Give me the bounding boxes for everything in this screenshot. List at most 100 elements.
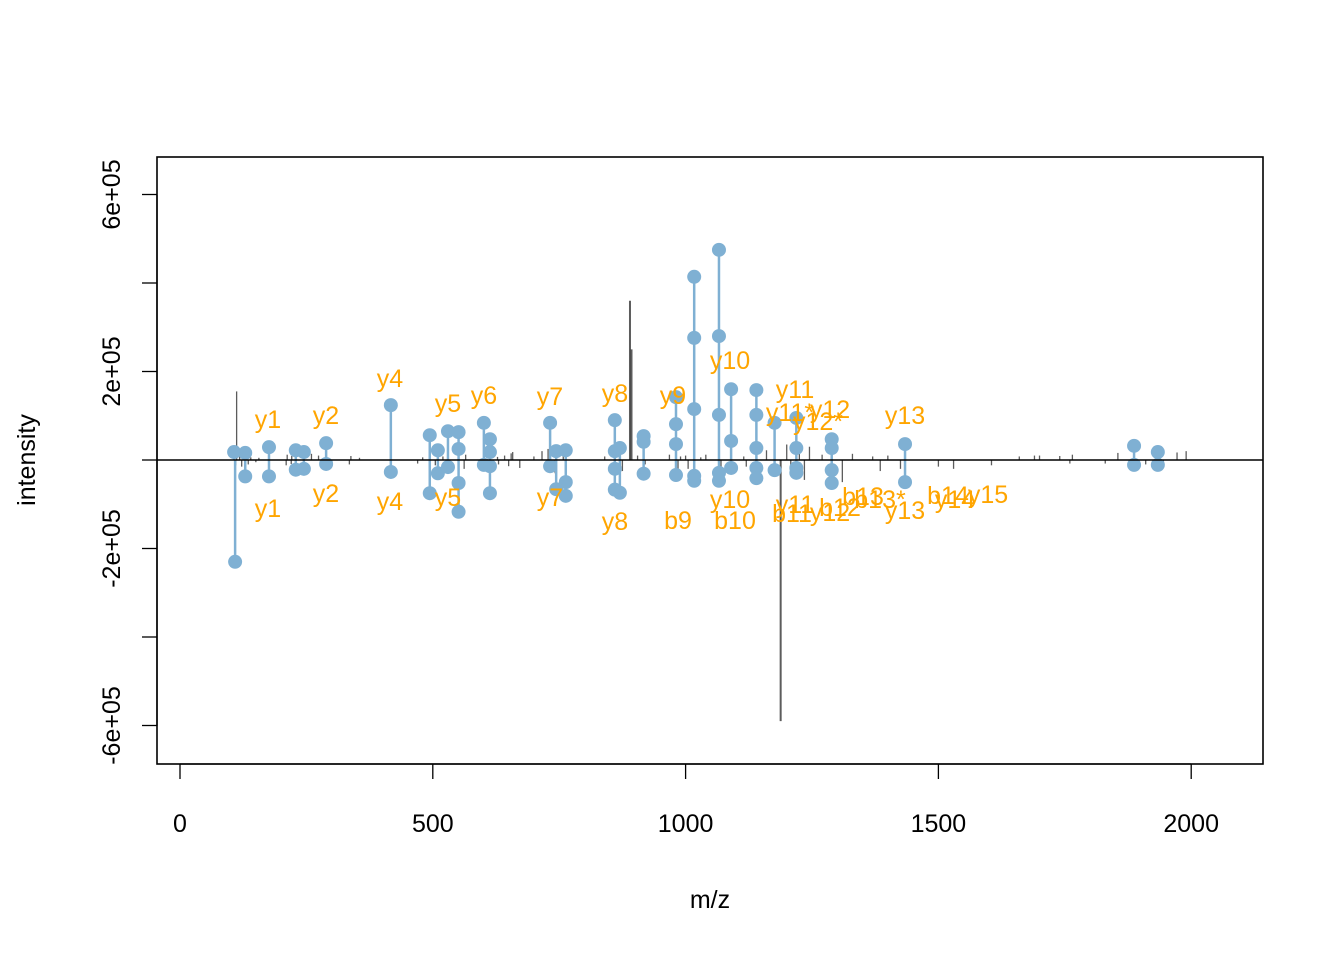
matched-peak-dot [228, 554, 243, 569]
matched-peak-dot [296, 461, 311, 476]
matched-peak-dot [687, 269, 702, 284]
matched-peak-dot [296, 445, 311, 460]
matched-peak-dot [724, 382, 739, 397]
matched-peak-dot [1127, 457, 1142, 472]
matched-peak-dot [749, 383, 764, 398]
matched-peak-dot [668, 468, 683, 483]
x-tick-label: 1000 [658, 810, 714, 838]
matched-peak-dot [543, 459, 558, 474]
matched-peak-dot [767, 463, 782, 478]
y-axis-label: intensity [13, 414, 41, 506]
fragment-ion-label: y12* [793, 408, 843, 436]
matched-peak-dot [422, 486, 437, 501]
fragment-ion-label: y8 [602, 508, 628, 536]
matched-peak-dot [482, 459, 497, 474]
matched-peak-dot [319, 436, 334, 451]
fragment-ion-label: y13 [885, 497, 925, 525]
fragment-ion-label: y8 [602, 380, 628, 408]
matched-peak-dot [261, 440, 276, 455]
fragment-ion-label: y5 [435, 390, 461, 418]
matched-peak-dot [668, 437, 683, 452]
matched-peak-dot [711, 242, 726, 257]
matched-peak-dot [711, 407, 726, 422]
matched-peak-dot [687, 473, 702, 488]
fragment-ion-label: b13 [842, 483, 884, 511]
matched-peak-dot [482, 486, 497, 501]
y-tick-label: 2e+05 [98, 336, 126, 406]
matched-peak-dot [430, 466, 445, 481]
matched-peak-dot [607, 413, 622, 428]
matched-peak-dot [558, 475, 573, 490]
matched-peak-dot [440, 460, 455, 475]
matched-peak-dot [430, 443, 445, 458]
matched-peak-dot [1150, 457, 1165, 472]
matched-peaks [227, 242, 1165, 569]
x-tick-label: 0 [173, 810, 187, 838]
fragment-ion-label: y10 [710, 347, 750, 375]
y-tick-label: -2e+05 [98, 509, 126, 588]
fragment-ion-label: b9 [664, 507, 692, 535]
matched-peak-dot [558, 488, 573, 503]
fragment-ion-label: y11* [766, 399, 814, 427]
matched-peak-dot [451, 425, 466, 440]
fragment-ion-label: y6 [471, 382, 497, 410]
x-tick-label: 2000 [1163, 810, 1219, 838]
matched-peak-dot [543, 415, 558, 430]
matched-peak-dot [749, 460, 764, 475]
matched-peak-dot [898, 475, 913, 490]
x-axis: 0 500 1000 1500 2000 [173, 763, 1219, 838]
fragment-ion-label: y2 [313, 402, 339, 430]
matched-peak-dot [687, 330, 702, 345]
matched-peak-dot [767, 415, 782, 430]
matched-peak-dot [749, 441, 764, 456]
y-tick-label: 6e+05 [98, 159, 126, 229]
fragment-ion-label: b13* [854, 486, 906, 514]
fragment-ion-label: b12 [819, 494, 861, 522]
matched-peak-dot [383, 464, 398, 479]
fragment-ion-label: y12 [810, 396, 850, 424]
matched-peak-dot [668, 390, 683, 405]
matched-peak-dot [451, 504, 466, 519]
x-tick-label: 1500 [911, 810, 967, 838]
fragment-ion-label: b10 [714, 507, 756, 535]
matched-peak-dot [227, 445, 242, 460]
fragment-ion-label: y13 [885, 402, 925, 430]
matched-peak-dot [558, 443, 573, 458]
matched-peak-dot [898, 437, 913, 452]
matched-peak-dot [422, 428, 437, 443]
fragment-ion-label: y10 [710, 486, 750, 514]
matched-peak-dot [749, 407, 764, 422]
matched-peak-dot [476, 415, 491, 430]
matched-peak-dot [724, 433, 739, 448]
x-axis-label: m/z [690, 886, 730, 914]
fragment-ion-label: y4 [377, 488, 404, 516]
fragment-ion-label: b11 [772, 500, 812, 528]
fragment-ion-label: y11 [776, 376, 814, 404]
matched-peak-dot [749, 471, 764, 486]
x-tick-label: 500 [412, 810, 454, 838]
fragment-ion-label: y7 [537, 484, 563, 512]
fragment-ion-label: y14 [935, 486, 975, 514]
matched-peak-dot [711, 329, 726, 344]
matched-peak-dot [261, 469, 276, 484]
matched-peak-dot [612, 441, 627, 456]
matched-peak-dot [711, 473, 726, 488]
matched-peak-dot [636, 434, 651, 449]
matched-peak-dot [668, 417, 683, 432]
matched-peak-dot [451, 476, 466, 491]
fragment-ion-label: y7 [537, 383, 563, 411]
matched-peak-dot [440, 424, 455, 439]
y-tick-label: -6e+05 [98, 686, 126, 765]
fragment-ion-label: y1 [255, 406, 281, 434]
matched-peak-dot [238, 445, 253, 460]
matched-peak-dot [482, 445, 497, 460]
matched-peak-dot [319, 456, 334, 471]
fragment-ion-label: y4 [377, 365, 404, 393]
fragment-ion-label: y9 [660, 382, 686, 410]
fragment-ion-label: y12 [810, 499, 850, 527]
matched-peak-dot [789, 441, 804, 456]
matched-peak-dot [607, 461, 622, 476]
matched-peak-dot [824, 441, 839, 456]
